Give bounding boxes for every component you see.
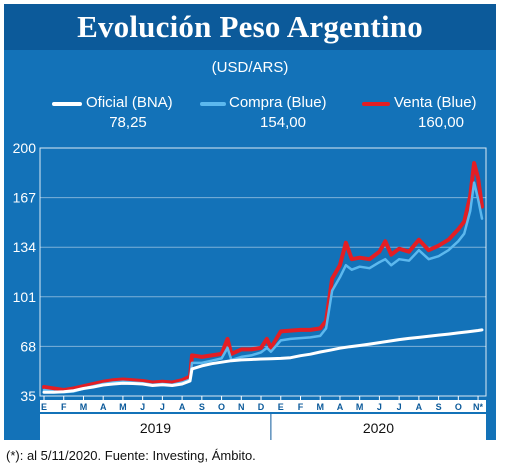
x-month-label: E: [41, 402, 47, 412]
x-month-label: J: [140, 402, 145, 412]
x-month-label: E: [278, 402, 284, 412]
x-month-label: M: [316, 402, 324, 412]
x-month-label: A: [337, 402, 344, 412]
x-month-label: N: [238, 402, 245, 412]
legend-label-compra: Compra (Blue): [229, 94, 327, 111]
chart-title: Evolución Peso Argentino: [77, 9, 423, 44]
chart-frame: [4, 4, 496, 440]
series-line-oficial: [42, 328, 484, 394]
footnote: (*): al 5/11/2020. Fuente: Investing, Ám…: [6, 448, 256, 463]
x-month-label: N*: [473, 402, 483, 412]
legend-swatch-venta: [362, 102, 390, 106]
x-month-label: S: [436, 402, 442, 412]
legend-label-oficial: Oficial (BNA): [86, 94, 173, 111]
legend-value-venta: 160,00: [418, 114, 464, 131]
x-month-label: M: [80, 402, 88, 412]
x-axis-year-strip: [40, 414, 486, 440]
legend-swatch-compra: [200, 102, 226, 106]
title-bar: [4, 4, 496, 50]
x-month-label: D: [258, 402, 265, 412]
legend-value-compra: 154,00: [260, 114, 306, 131]
y-tick-label: 35: [20, 388, 36, 404]
legend-value-oficial: 78,25: [109, 114, 147, 131]
y-tick-label: 167: [13, 190, 37, 206]
y-tick-label: 101: [13, 289, 37, 305]
x-month-label: O: [455, 402, 462, 412]
legend-label-venta: Venta (Blue): [394, 94, 477, 111]
x-month-label: O: [218, 402, 225, 412]
y-tick-label: 200: [13, 140, 37, 156]
x-month-label: J: [377, 402, 382, 412]
y-tick-label: 68: [20, 338, 36, 354]
plot-area-border: [39, 147, 487, 397]
x-year-label-2020: 2020: [363, 420, 394, 436]
x-month-label: M: [119, 402, 127, 412]
x-month-label: A: [416, 402, 423, 412]
x-month-label: A: [100, 402, 107, 412]
x-month-label: F: [61, 402, 67, 412]
y-tick-label: 134: [13, 239, 37, 255]
x-month-label: A: [179, 402, 186, 412]
x-month-label: S: [199, 402, 205, 412]
x-month-label: F: [298, 402, 304, 412]
series-line-venta: [42, 161, 484, 392]
series-line-compra: [42, 181, 484, 394]
x-month-label: J: [160, 402, 165, 412]
chart-subtitle: (USD/ARS): [211, 59, 289, 76]
x-month-label: J: [397, 402, 402, 412]
x-year-label-2019: 2019: [140, 420, 171, 436]
x-month-label: M: [356, 402, 364, 412]
x-axis-month-strip: [40, 400, 486, 412]
legend-swatch-oficial: [52, 102, 82, 106]
